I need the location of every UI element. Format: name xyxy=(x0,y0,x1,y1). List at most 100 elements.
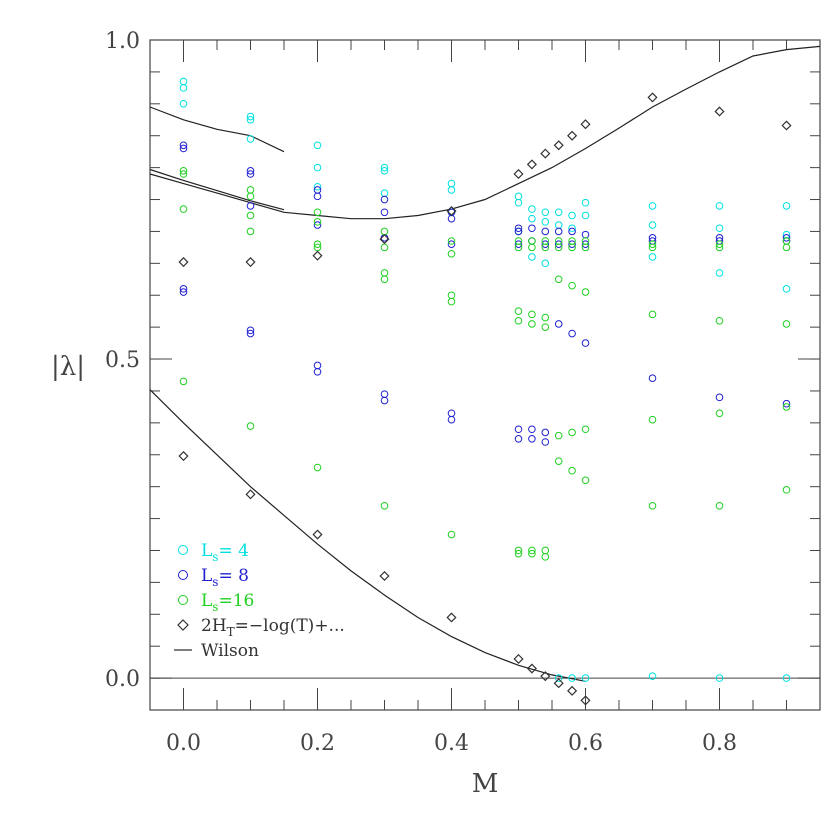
data-point-ls16 xyxy=(568,281,576,290)
y-tick-label: 1.0 xyxy=(105,29,140,54)
data-point-ls4 xyxy=(528,214,536,223)
data-point-ht xyxy=(526,159,537,170)
data-point-ls16 xyxy=(380,502,389,510)
data-point-ls16 xyxy=(528,243,536,252)
data-point-ht xyxy=(567,685,578,696)
data-point-ls16 xyxy=(246,227,255,236)
data-point-ht xyxy=(379,234,390,245)
data-point-ls4 xyxy=(648,672,657,680)
data-point-ht xyxy=(580,119,591,130)
data-point-ls16 xyxy=(554,431,563,440)
data-point-ls16 xyxy=(528,237,536,245)
data-point-ls4 xyxy=(313,182,322,191)
data-point-ls4 xyxy=(541,208,550,217)
data-point-ls4 xyxy=(648,253,657,261)
data-point-ls16 xyxy=(581,476,590,485)
data-point-ls8 xyxy=(246,167,255,175)
data-point-ls8 xyxy=(541,428,550,437)
data-point-ls8 xyxy=(246,326,255,335)
data-point-ht xyxy=(540,148,551,159)
data-point-ht xyxy=(245,489,256,500)
data-point-ls4 xyxy=(246,135,255,143)
data-point-ls16 xyxy=(528,320,536,328)
data-point-ls16 xyxy=(648,310,657,319)
data-point-ls16 xyxy=(447,291,456,300)
data-point-ls8 xyxy=(514,224,523,233)
data-point-ls8 xyxy=(541,240,550,248)
wilson-lines xyxy=(149,45,821,682)
data-point-ls8 xyxy=(541,227,550,236)
data-point-ht xyxy=(781,120,792,131)
data-point-ls8 xyxy=(380,390,389,398)
data-point-ht xyxy=(178,257,189,268)
data-point-ls8 xyxy=(179,141,188,150)
data-point-ls16 xyxy=(554,243,563,252)
data-point-ls16 xyxy=(447,530,456,539)
data-point-ls16 xyxy=(581,288,590,296)
data-point-ls4 xyxy=(568,674,576,682)
data-point-ls16 xyxy=(313,208,322,217)
data-point-ls8 xyxy=(541,438,550,446)
data-point-ls4 xyxy=(528,205,536,213)
data-point-ls8 xyxy=(447,240,456,248)
data-point-ls8 xyxy=(554,227,563,236)
data-point-ls16 xyxy=(541,323,550,331)
data-point-ls16 xyxy=(246,192,255,201)
data-point-ls16 xyxy=(715,240,724,248)
x-tick-label: 0.8 xyxy=(702,731,737,756)
data-point-ls16 xyxy=(514,316,523,325)
data-point-ls8 xyxy=(782,399,791,408)
data-point-ls4 xyxy=(447,179,456,188)
data-point-ls8 xyxy=(554,240,563,248)
data-point-ls4 xyxy=(541,259,550,268)
data-point-ls8 xyxy=(246,170,255,178)
data-point-ht xyxy=(379,570,390,582)
data-point-ls16 xyxy=(568,243,576,252)
axis-ticks: 0.0 0.2 0.4 0.6 0.8 0.0 0.5 1.0 xyxy=(105,29,821,756)
legend-label-ls16: Ls=16 xyxy=(201,591,254,614)
data-point-ls16 xyxy=(528,310,536,319)
data-point-ls4 xyxy=(568,224,576,233)
legend-marker-ls16 xyxy=(178,595,188,605)
data-point-ls16 xyxy=(782,486,791,494)
legend-marker-ls8 xyxy=(178,570,188,580)
data-point-ls8 xyxy=(581,339,590,347)
data-point-ht xyxy=(513,653,524,665)
data-point-ls4 xyxy=(313,163,322,172)
data-point-ls16 xyxy=(380,227,389,236)
data-point-ls4 xyxy=(554,221,563,229)
data-point-ls16 xyxy=(313,463,322,472)
x-axis-label: M xyxy=(472,769,499,799)
data-point-ls16 xyxy=(541,553,550,561)
data-point-ls16 xyxy=(715,502,724,510)
data-point-ls16 xyxy=(179,167,188,175)
data-point-ls8 xyxy=(380,195,389,204)
data-point-ls4 xyxy=(782,674,791,682)
data-point-ls16 xyxy=(514,549,523,558)
data-point-ht xyxy=(540,671,551,682)
data-point-ls8 xyxy=(380,208,389,217)
data-point-ht xyxy=(647,92,658,103)
data-point-ls8 xyxy=(782,234,791,242)
wilson-curve xyxy=(149,106,285,153)
data-point-ls8 xyxy=(179,144,188,153)
data-point-ls4 xyxy=(648,221,657,229)
data-point-ht xyxy=(178,450,189,462)
data-point-ls16 xyxy=(313,240,322,248)
data-point-ls4 xyxy=(715,269,724,277)
data-point-ls4 xyxy=(581,211,590,220)
data-point-ls4 xyxy=(246,112,255,121)
data-point-ls16 xyxy=(554,457,563,465)
data-point-ls4 xyxy=(581,674,590,682)
legend-label-wilson: Wilson xyxy=(201,641,259,661)
data-point-ls16 xyxy=(541,313,550,322)
data-point-ls8 xyxy=(246,202,255,210)
x-tick-label: 0.2 xyxy=(300,731,335,756)
legend-marker-ht xyxy=(177,619,189,631)
data-point-ls16 xyxy=(648,415,657,424)
data-point-ls8 xyxy=(313,368,322,376)
data-point-ls4 xyxy=(568,211,576,220)
legend-label-ls4: Ls= 4 xyxy=(201,541,249,564)
data-point-ls4 xyxy=(246,115,255,124)
data-point-ls16 xyxy=(541,546,550,555)
